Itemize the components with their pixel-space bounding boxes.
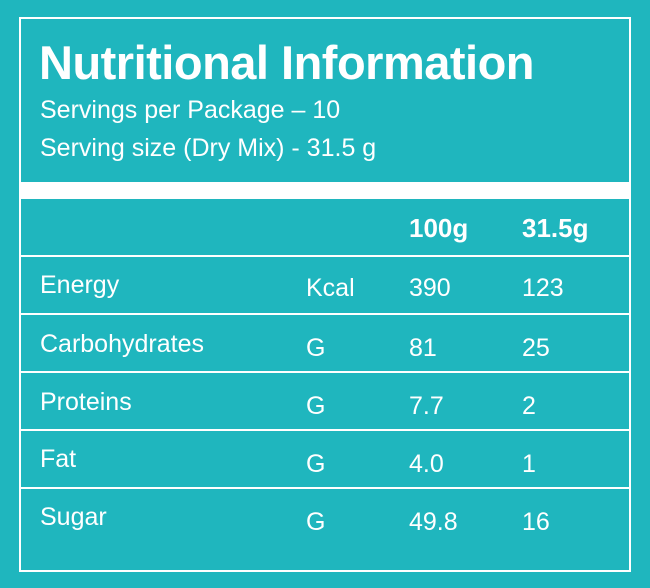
table-row: Sugar G 49.8 16 (21, 489, 629, 547)
table-row: Fat G 4.0 1 (21, 431, 629, 489)
value-per-100g: 4.0 (409, 450, 444, 478)
table-row: Proteins G 7.7 2 (21, 373, 629, 431)
value-per-serving: 16 (522, 508, 550, 536)
column-header-serving: 31.5g (522, 213, 589, 243)
header-divider-band (21, 182, 629, 199)
value-per-serving: 1 (522, 450, 536, 478)
row-divider (21, 255, 629, 257)
value-per-100g: 7.7 (409, 392, 444, 420)
row-divider (21, 313, 629, 315)
nutrient-unit: G (306, 392, 326, 420)
nutrient-name: Fat (40, 445, 77, 473)
nutrient-unit: Kcal (306, 274, 355, 302)
panel-title: Nutritional Information (39, 36, 535, 89)
row-divider (21, 371, 629, 373)
nutrient-name: Proteins (40, 388, 132, 416)
nutrient-name: Energy (40, 271, 120, 299)
table-row: Energy Kcal 390 123 (21, 257, 629, 315)
row-divider (21, 487, 629, 489)
value-per-100g: 390 (409, 274, 451, 302)
value-per-100g: 49.8 (409, 508, 458, 536)
value-per-serving: 25 (522, 334, 550, 362)
nutrition-panel: Nutritional Information Servings per Pac… (19, 17, 631, 572)
value-per-100g: 81 (409, 334, 437, 362)
table-row: Carbohydrates G 81 25 (21, 315, 629, 373)
nutrient-unit: G (306, 334, 326, 362)
value-per-serving: 123 (522, 274, 564, 302)
row-divider (21, 429, 629, 431)
value-per-serving: 2 (522, 392, 536, 420)
nutrient-name: Sugar (40, 503, 107, 531)
table-header-row: 100g 31.5g (21, 199, 629, 257)
servings-per-package: Servings per Package – 10 (40, 96, 341, 124)
nutrient-unit: G (306, 450, 326, 478)
serving-size: Serving size (Dry Mix) - 31.5 g (40, 134, 377, 162)
nutrient-name: Carbohydrates (40, 330, 204, 358)
column-header-100g: 100g (409, 213, 469, 243)
nutrient-unit: G (306, 508, 326, 536)
